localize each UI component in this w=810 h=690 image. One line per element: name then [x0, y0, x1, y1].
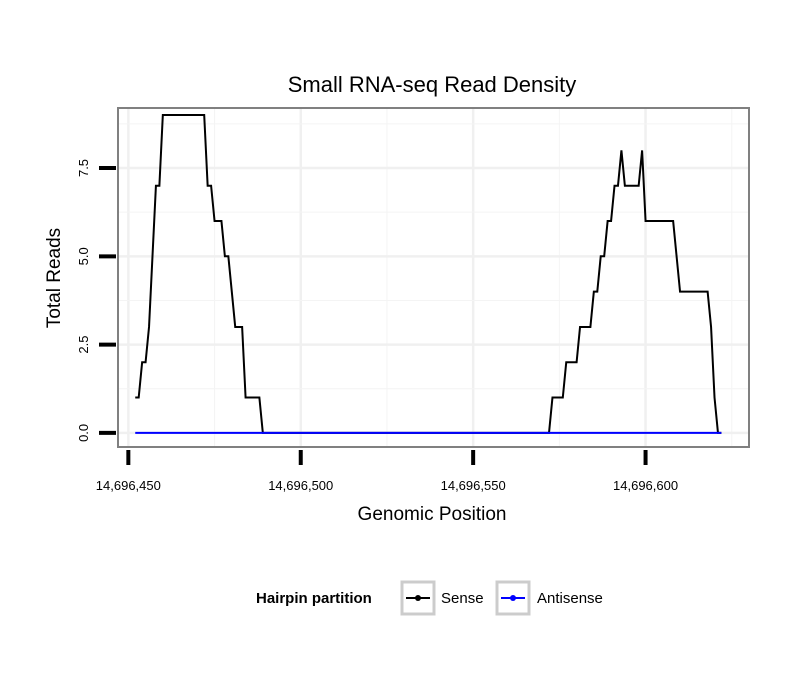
legend-title: Hairpin partition: [256, 590, 372, 607]
plot-panel: [118, 108, 749, 447]
legend: Hairpin partition Sense Antisense: [256, 580, 603, 616]
x-tick-label: 14,696,450: [96, 478, 161, 493]
x-tick-label: 14,696,600: [613, 478, 678, 493]
y-axis-title: Total Reads: [44, 228, 65, 328]
y-tick-label: 5.0: [76, 247, 91, 265]
legend-point-sense: [415, 595, 421, 601]
y-axis: 0.0 2.5 5.0 7.5: [76, 159, 116, 442]
legend-item-sense: Sense: [400, 580, 484, 616]
y-tick-label: 2.5: [76, 336, 91, 354]
legend-point-antisense: [510, 595, 516, 601]
x-tick-label: 14,696,550: [441, 478, 506, 493]
series-line-sense: [135, 114, 722, 434]
y-tick-label: 0.0: [76, 424, 91, 442]
series-layer: [135, 114, 722, 434]
y-tick-label: 7.5: [76, 159, 91, 177]
legend-label-antisense: Antisense: [537, 590, 603, 607]
chart-title: Small RNA-seq Read Density: [288, 72, 577, 97]
plot-border: [117, 107, 750, 448]
legend-label-sense: Sense: [441, 590, 484, 607]
x-tick-label: 14,696,500: [268, 478, 333, 493]
x-axis-title: Genomic Position: [358, 504, 507, 525]
plot-background: [118, 108, 749, 447]
legend-item-antisense: Antisense: [495, 580, 603, 616]
x-axis: 14,696,450 14,696,500 14,696,550 14,696,600: [96, 450, 678, 493]
